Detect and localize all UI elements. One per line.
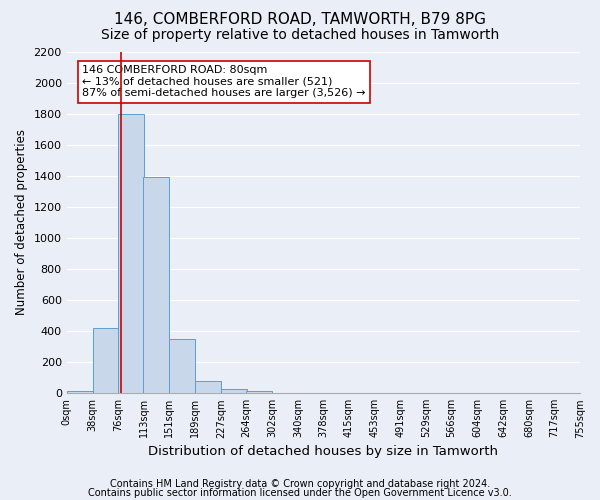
Bar bbox=[143, 178, 169, 393]
Text: Size of property relative to detached houses in Tamworth: Size of property relative to detached ho… bbox=[101, 28, 499, 42]
X-axis label: Distribution of detached houses by size in Tamworth: Distribution of detached houses by size … bbox=[148, 444, 499, 458]
Y-axis label: Number of detached properties: Number of detached properties bbox=[15, 130, 28, 316]
Text: Contains public sector information licensed under the Open Government Licence v3: Contains public sector information licen… bbox=[88, 488, 512, 498]
Text: Contains HM Land Registry data © Crown copyright and database right 2024.: Contains HM Land Registry data © Crown c… bbox=[110, 479, 490, 489]
Text: 146 COMBERFORD ROAD: 80sqm
← 13% of detached houses are smaller (521)
87% of sem: 146 COMBERFORD ROAD: 80sqm ← 13% of deta… bbox=[82, 65, 365, 98]
Bar bbox=[195, 381, 221, 393]
Bar bbox=[67, 391, 92, 393]
Bar bbox=[118, 114, 144, 393]
Bar bbox=[221, 388, 247, 393]
Bar bbox=[246, 391, 272, 393]
Bar bbox=[92, 328, 118, 393]
Bar bbox=[169, 339, 195, 393]
Text: 146, COMBERFORD ROAD, TAMWORTH, B79 8PG: 146, COMBERFORD ROAD, TAMWORTH, B79 8PG bbox=[114, 12, 486, 28]
